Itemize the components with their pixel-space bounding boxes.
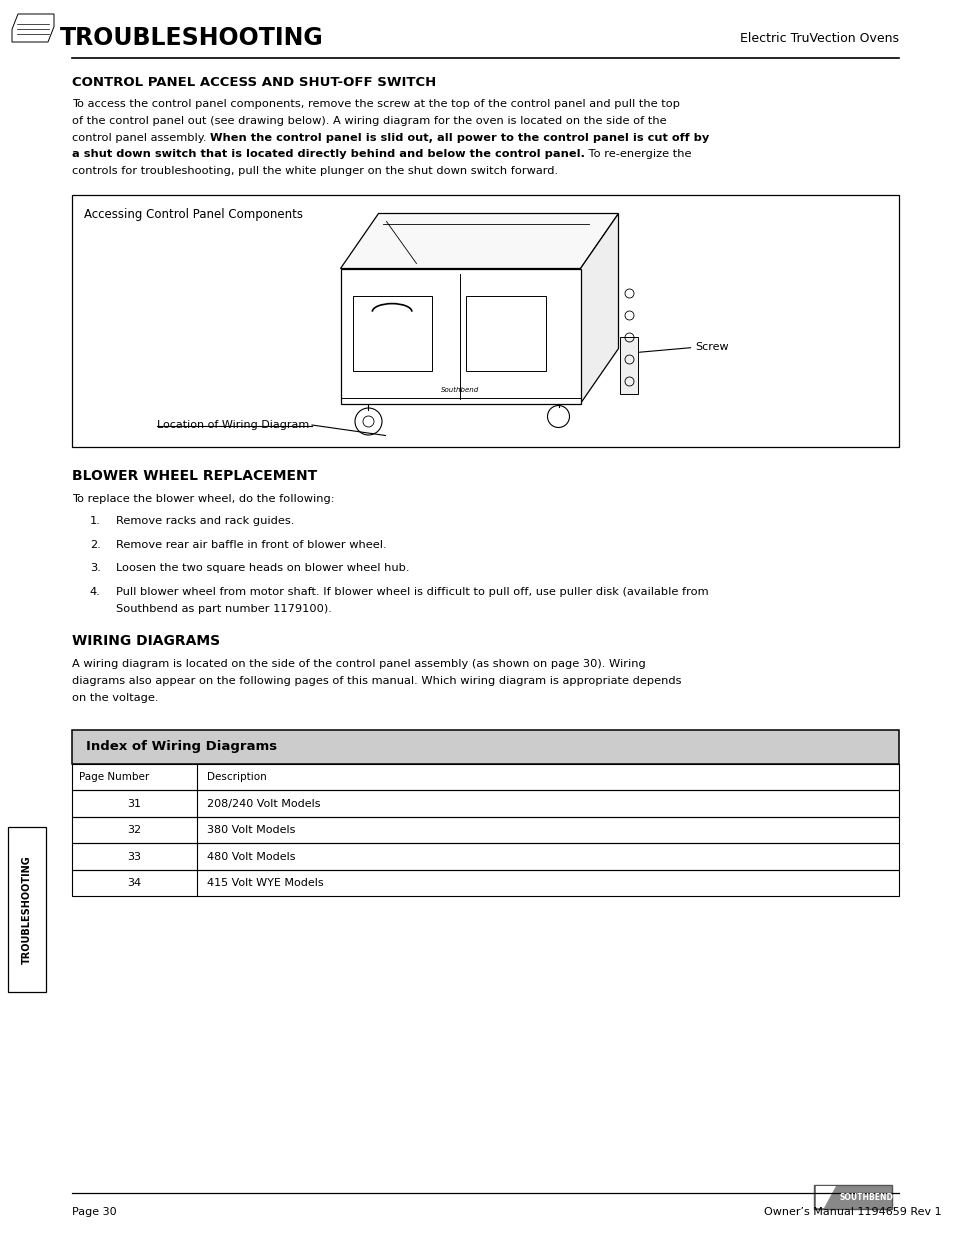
Polygon shape [815, 1186, 835, 1208]
Text: Pull blower wheel from motor shaft. If blower wheel is difficult to pull off, us: Pull blower wheel from motor shaft. If b… [116, 587, 708, 597]
Text: 33: 33 [128, 852, 141, 862]
Text: Remove racks and rack guides.: Remove racks and rack guides. [116, 516, 294, 526]
Polygon shape [340, 214, 618, 268]
Text: To access the control panel components, remove the screw at the top of the contr: To access the control panel components, … [71, 99, 679, 109]
Text: of the control panel out (see drawing below). A wiring diagram for the oven is l: of the control panel out (see drawing be… [71, 116, 666, 126]
Text: 2.: 2. [90, 540, 101, 550]
Bar [71, 730, 898, 764]
Bar [71, 764, 898, 790]
Text: BLOWER WHEEL REPLACEMENT: BLOWER WHEEL REPLACEMENT [71, 469, 317, 483]
Bar [71, 869, 898, 897]
Text: SOUTHBEND: SOUTHBEND [840, 1193, 893, 1202]
Text: diagrams also appear on the following pages of this manual. Which wiring diagram: diagrams also appear on the following pa… [71, 677, 680, 687]
Text: on the voltage.: on the voltage. [71, 693, 158, 703]
Text: Description: Description [207, 772, 267, 782]
Text: controls for troubleshooting, pull the white plunger on the shut down switch for: controls for troubleshooting, pull the w… [71, 167, 558, 177]
Text: Screw: Screw [695, 342, 728, 352]
Text: Location of Wiring Diagram: Location of Wiring Diagram [157, 420, 309, 430]
Bar [466, 295, 545, 370]
Bar [619, 336, 638, 394]
Polygon shape [579, 214, 618, 404]
Text: 4.: 4. [90, 587, 101, 597]
Text: Owner’s Manual 1194659 Rev 1: Owner’s Manual 1194659 Rev 1 [763, 1207, 941, 1216]
Text: 32: 32 [128, 825, 141, 835]
Text: To replace the blower wheel, do the following:: To replace the blower wheel, do the foll… [71, 494, 335, 505]
Text: a shut down switch that is located directly behind and below the control panel.: a shut down switch that is located direc… [71, 149, 584, 159]
Text: Index of Wiring Diagrams: Index of Wiring Diagrams [86, 741, 276, 753]
Text: 34: 34 [128, 878, 141, 888]
Text: When the control panel is slid out, all power to the control panel is cut off by: When the control panel is slid out, all … [210, 132, 709, 142]
Text: 3.: 3. [90, 563, 101, 573]
Bar [71, 790, 898, 816]
Bar [71, 844, 898, 869]
Text: Page 30: Page 30 [71, 1207, 116, 1216]
Text: TROUBLESHOOTING: TROUBLESHOOTING [60, 26, 323, 49]
Text: A wiring diagram is located on the side of the control panel assembly (as shown : A wiring diagram is located on the side … [71, 659, 645, 669]
Bar [71, 195, 898, 447]
Text: To re-energize the: To re-energize the [584, 149, 691, 159]
Bar [352, 295, 432, 370]
Text: 380 Volt Models: 380 Volt Models [207, 825, 295, 835]
Text: Remove rear air baffle in front of blower wheel.: Remove rear air baffle in front of blowe… [116, 540, 386, 550]
Text: CONTROL PANEL ACCESS AND SHUT-OFF SWITCH: CONTROL PANEL ACCESS AND SHUT-OFF SWITCH [71, 77, 436, 89]
Text: 480 Volt Models: 480 Volt Models [207, 852, 295, 862]
Text: WIRING DIAGRAMS: WIRING DIAGRAMS [71, 634, 220, 648]
Text: Accessing Control Panel Components: Accessing Control Panel Components [84, 207, 303, 221]
Text: 208/240 Volt Models: 208/240 Volt Models [207, 799, 320, 809]
Text: Southbend as part number 1179100).: Southbend as part number 1179100). [116, 604, 332, 615]
Bar [813, 1186, 891, 1209]
Text: 31: 31 [128, 799, 141, 809]
Text: Loosen the two square heads on blower wheel hub.: Loosen the two square heads on blower wh… [116, 563, 409, 573]
Bar [71, 816, 898, 844]
Text: TROUBLESHOOTING: TROUBLESHOOTING [22, 856, 32, 965]
Text: Page Number: Page Number [79, 772, 149, 782]
Text: 1.: 1. [90, 516, 101, 526]
Text: 415 Volt WYE Models: 415 Volt WYE Models [207, 878, 323, 888]
Text: Southbend: Southbend [441, 388, 479, 394]
Bar [340, 268, 579, 404]
Text: Electric TruVection Ovens: Electric TruVection Ovens [740, 32, 898, 44]
Text: control panel assembly.: control panel assembly. [71, 132, 210, 142]
Bar [8, 827, 46, 993]
